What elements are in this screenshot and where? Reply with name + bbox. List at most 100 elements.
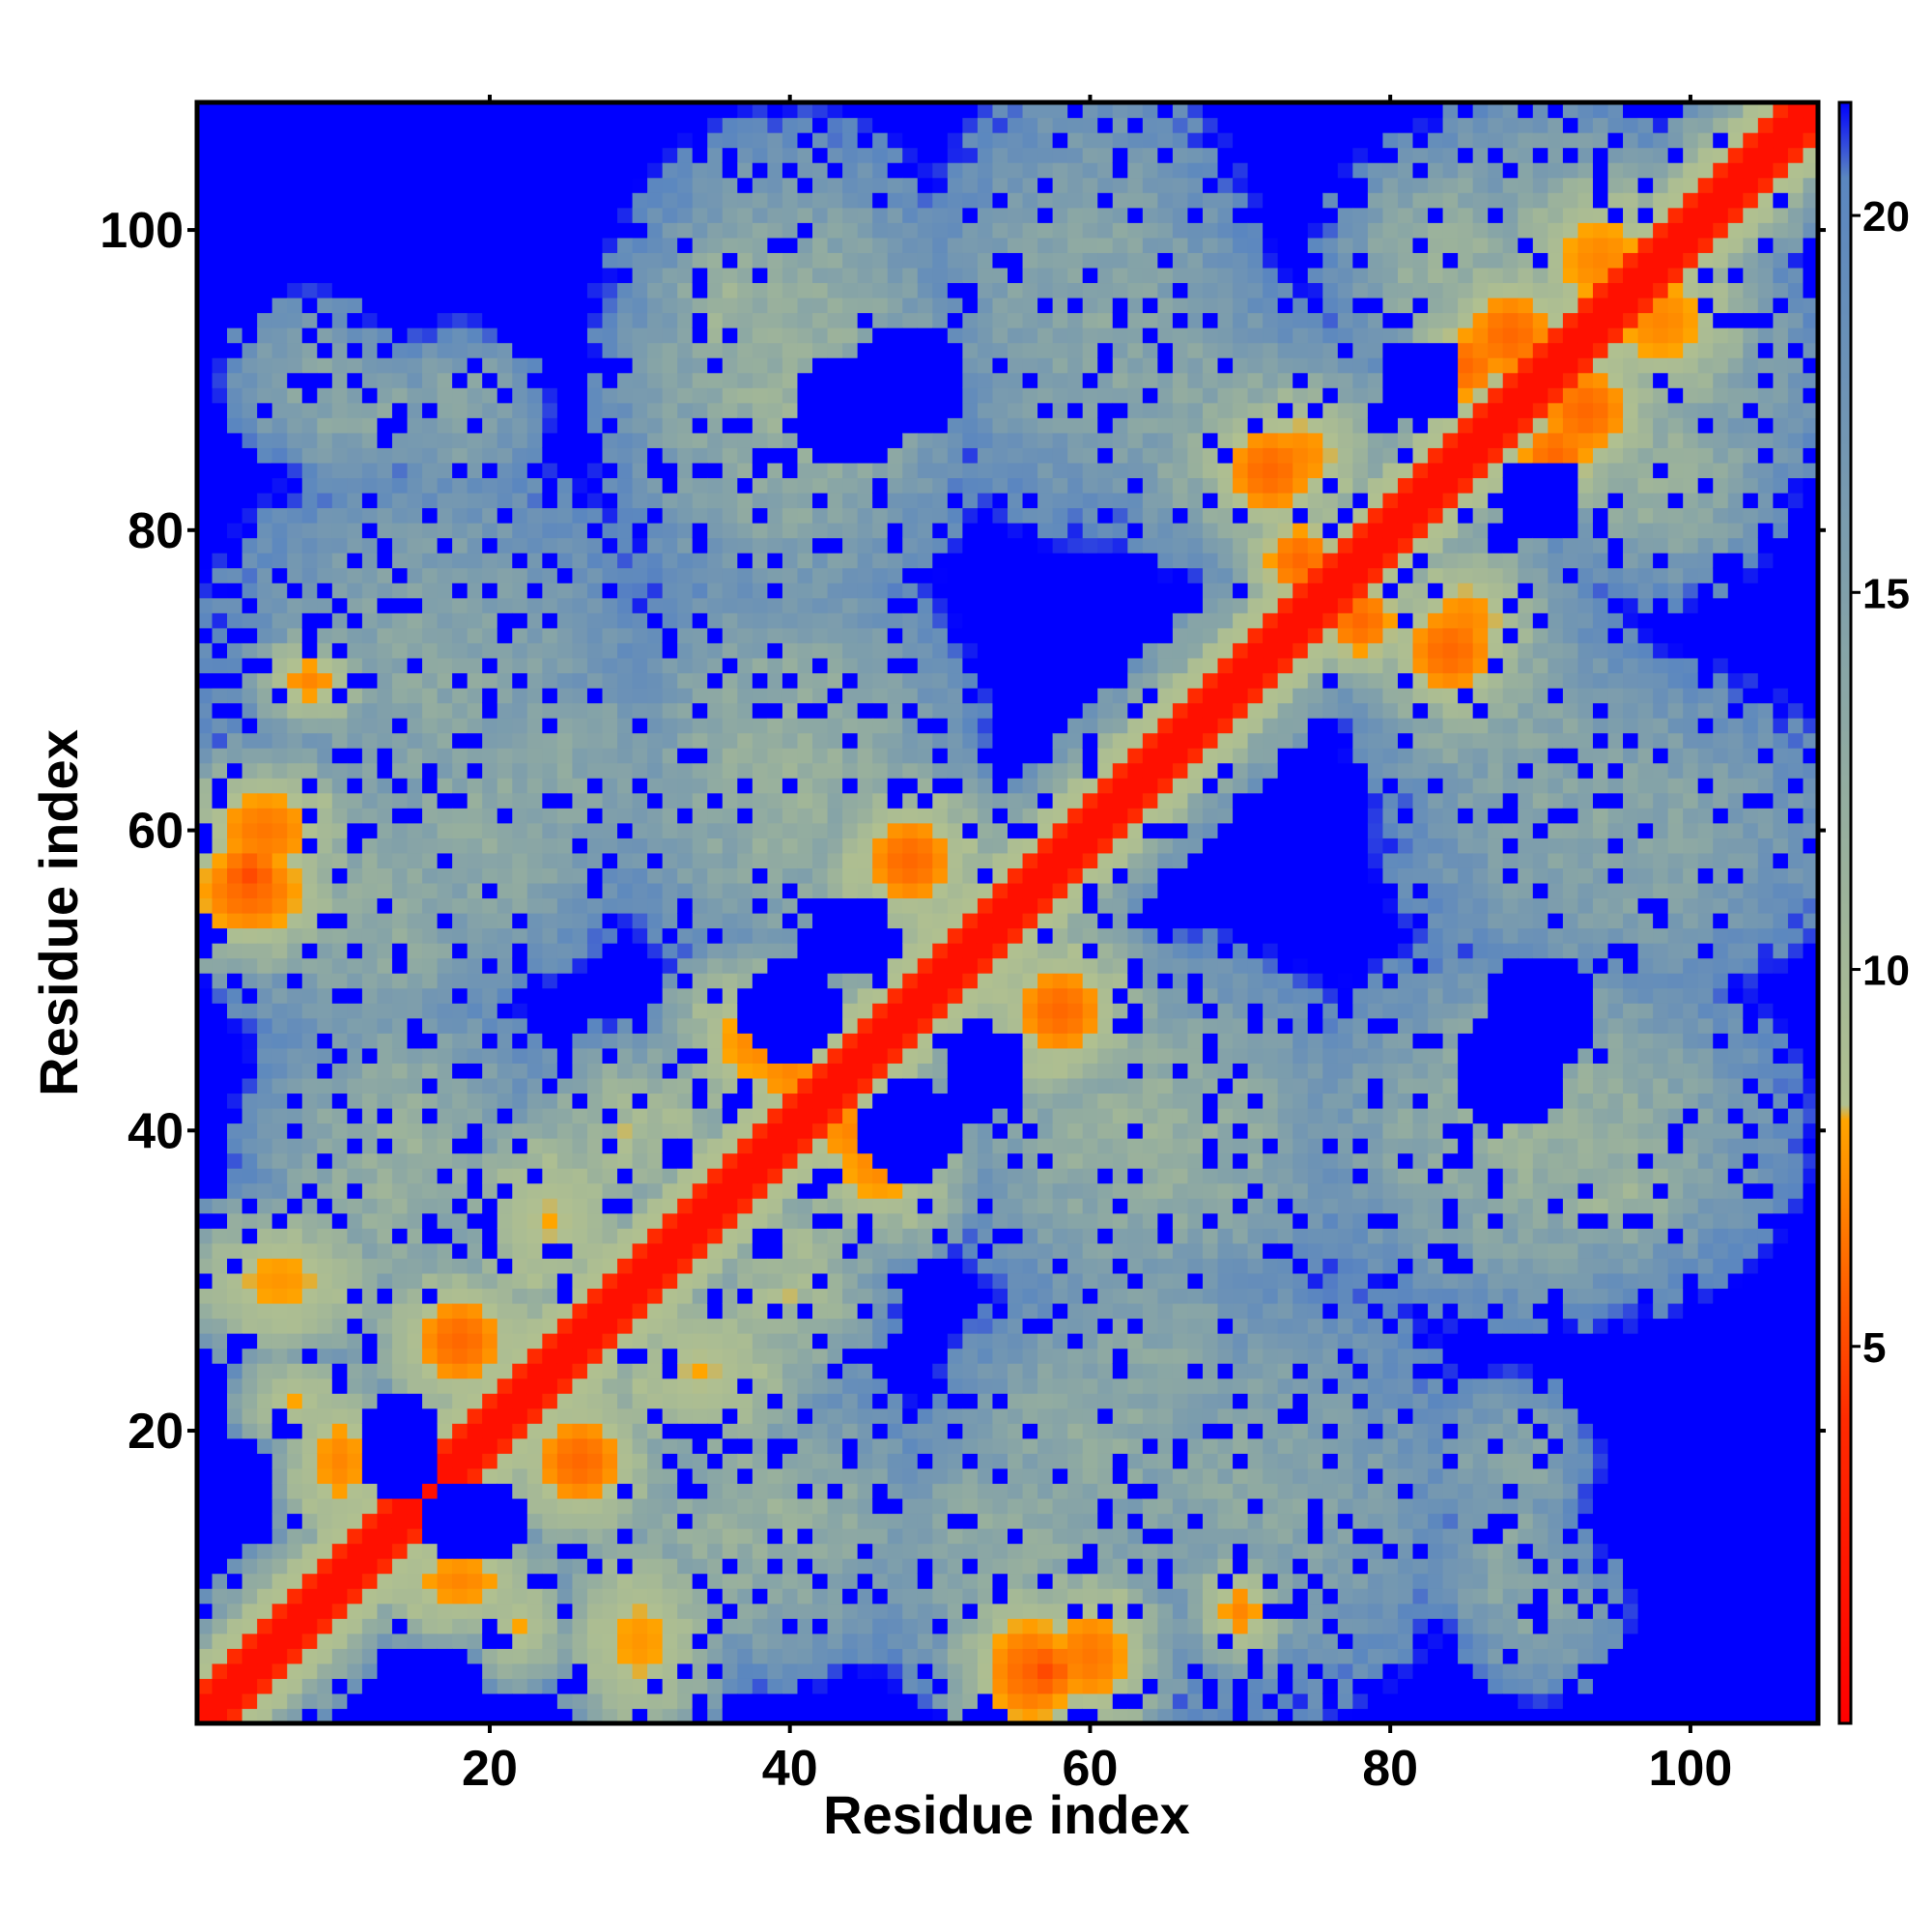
heatmap-cell — [197, 147, 213, 163]
heatmap-cell — [377, 132, 393, 149]
heatmap-cell — [797, 943, 813, 959]
heatmap-cell — [827, 1348, 843, 1364]
heatmap-cell — [617, 372, 634, 388]
heatmap-cell — [857, 357, 873, 374]
heatmap-cell — [197, 808, 213, 824]
heatmap-cell — [437, 1107, 453, 1124]
heatmap-cell — [377, 718, 393, 734]
heatmap-cell — [377, 1423, 393, 1439]
heatmap-cell — [526, 718, 543, 734]
heatmap-cell — [227, 102, 243, 119]
heatmap-cell — [692, 852, 708, 868]
heatmap-cell — [377, 282, 393, 298]
heatmap-cell — [482, 1242, 498, 1259]
heatmap-cell — [361, 597, 379, 613]
heatmap-cell — [752, 162, 769, 179]
heatmap-cell — [887, 1573, 903, 1589]
heatmap-cell — [361, 838, 379, 854]
heatmap-cell — [872, 718, 889, 734]
heatmap-cell — [542, 1662, 558, 1679]
heatmap-cell — [227, 1513, 243, 1529]
heatmap-cell — [737, 867, 753, 884]
heatmap-cell — [437, 1272, 453, 1290]
heatmap-cell — [317, 672, 333, 689]
heatmap-cell — [482, 867, 498, 884]
heatmap-cell — [287, 523, 303, 539]
heatmap-cell — [722, 987, 738, 1004]
heatmap-cell — [707, 927, 724, 944]
heatmap-cell — [842, 1633, 859, 1649]
heatmap-cell — [377, 687, 393, 704]
heatmap-cell — [602, 1603, 618, 1619]
heatmap-cell — [737, 282, 753, 298]
heatmap-cell — [872, 222, 889, 239]
heatmap-cell — [347, 1467, 363, 1485]
heatmap-cell — [317, 1152, 333, 1169]
heatmap-cell — [422, 718, 439, 734]
heatmap-cell — [497, 672, 513, 689]
heatmap-cell — [407, 913, 423, 929]
heatmap-cell — [331, 1363, 348, 1379]
heatmap-cell — [707, 553, 724, 569]
heatmap-cell — [482, 222, 498, 239]
heatmap-cell — [287, 1633, 303, 1649]
heatmap-cell — [271, 1107, 288, 1124]
heatmap-cell — [572, 417, 588, 434]
heatmap-cell — [242, 237, 258, 253]
heatmap-cell — [422, 327, 439, 344]
heatmap-cell — [361, 267, 379, 284]
heatmap-cell — [722, 1528, 738, 1545]
heatmap-cell — [497, 1047, 513, 1064]
heatmap-cell — [662, 1077, 678, 1094]
heatmap-cell — [197, 567, 213, 583]
heatmap-cell — [692, 1483, 708, 1499]
heatmap-cell — [767, 1107, 783, 1124]
heatmap-cell — [572, 1573, 588, 1589]
heatmap-cell — [767, 1467, 783, 1485]
heatmap-cell — [767, 102, 783, 119]
heatmap-cell — [632, 1618, 648, 1634]
heatmap-cell — [242, 1407, 258, 1424]
heatmap-cell — [497, 1692, 513, 1710]
heatmap-cell — [257, 612, 273, 629]
heatmap-cell — [737, 627, 753, 643]
heatmap-cell — [602, 222, 618, 239]
heatmap-cell — [781, 1348, 799, 1364]
heatmap-cell — [317, 1077, 333, 1094]
heatmap-cell — [227, 402, 243, 418]
heatmap-cell — [347, 1063, 363, 1079]
heatmap-cell — [317, 1423, 333, 1439]
heatmap-cell — [662, 1603, 678, 1619]
heatmap-cell — [467, 312, 483, 328]
heatmap-cell — [722, 1573, 738, 1589]
heatmap-cell — [842, 1258, 859, 1274]
heatmap-cell — [391, 1017, 409, 1034]
heatmap-cell — [212, 612, 228, 629]
heatmap-cell — [271, 447, 288, 464]
heatmap-cell — [407, 808, 423, 824]
heatmap-cell — [452, 372, 469, 388]
heatmap-cell — [482, 1633, 498, 1649]
heatmap-cell — [752, 1212, 769, 1229]
heatmap-cell — [526, 657, 543, 674]
heatmap-cell — [752, 987, 769, 1004]
heatmap-cell — [617, 612, 634, 629]
heatmap-cell — [271, 147, 288, 163]
heatmap-cell — [586, 1168, 604, 1184]
heatmap-cell — [752, 102, 769, 119]
heatmap-cell — [287, 1093, 303, 1109]
heatmap-cell — [707, 957, 724, 974]
heatmap-cell — [556, 1318, 574, 1334]
heatmap-cell — [632, 1003, 648, 1019]
heatmap-cell — [827, 1588, 843, 1605]
heatmap-cell — [692, 642, 708, 659]
heatmap-cell — [526, 553, 543, 569]
heatmap-cell — [586, 1678, 604, 1694]
heatmap-cell — [827, 1662, 843, 1679]
heatmap-cell — [737, 1708, 753, 1724]
heatmap-cell — [737, 1333, 753, 1350]
heatmap-cell — [437, 207, 453, 223]
heatmap-cell — [556, 1302, 574, 1320]
heatmap-cell — [542, 462, 558, 479]
heatmap-cell — [692, 1242, 708, 1259]
